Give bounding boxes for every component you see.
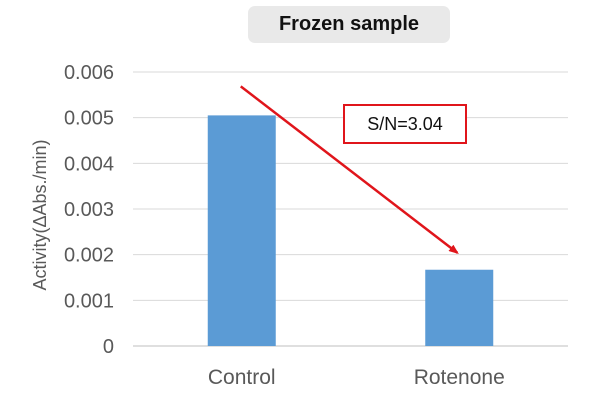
y-tick-label: 0.006 [64, 62, 114, 84]
y-tick-label: 0 [103, 336, 114, 358]
y-tick-label: 0.003 [64, 199, 114, 221]
x-tick-label: Control [208, 366, 276, 389]
y-tick-label: 0.001 [64, 290, 114, 312]
bar-rotenone [425, 269, 494, 346]
y-tick-label: 0.002 [64, 245, 114, 267]
y-tick-label: 0.004 [64, 153, 114, 175]
x-tick-labels: Control Rotenone [208, 366, 505, 389]
chart-title: Frozen sample [248, 6, 450, 43]
y-tick-labels: 0 0.001 0.002 0.003 0.004 0.005 0.006 [64, 62, 114, 358]
x-tick-label: Rotenone [414, 366, 505, 389]
bar-control [207, 115, 276, 346]
annotation-label: S/N=3.04 [343, 104, 467, 144]
bars [207, 115, 494, 346]
annotation-arrow [239, 85, 459, 254]
y-tick-label: 0.005 [64, 108, 114, 130]
y-axis-label: Activity(ΔAbs./min) [30, 139, 50, 290]
